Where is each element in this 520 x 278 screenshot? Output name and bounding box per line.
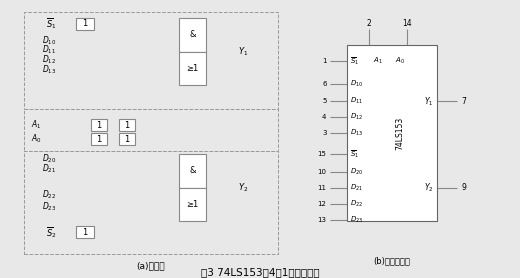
Text: $\overline{S}_1$: $\overline{S}_1$ <box>350 55 359 66</box>
Bar <box>119 119 135 131</box>
Text: $Y_2$: $Y_2$ <box>424 182 434 194</box>
Text: $D_{20}$: $D_{20}$ <box>42 153 56 165</box>
Bar <box>76 226 94 238</box>
Text: $D_{22}$: $D_{22}$ <box>42 188 56 201</box>
Text: 1: 1 <box>124 135 129 143</box>
Text: 11: 11 <box>318 185 327 191</box>
Text: 图3 74LS153双4选1数据选择器: 图3 74LS153双4选1数据选择器 <box>201 267 319 277</box>
Text: 9: 9 <box>462 183 466 192</box>
Text: $A_1$: $A_1$ <box>373 56 383 66</box>
Text: 3: 3 <box>322 130 327 136</box>
Text: $Y_1$: $Y_1$ <box>238 45 249 58</box>
Text: $D_{23}$: $D_{23}$ <box>42 200 56 213</box>
Text: $D_{13}$: $D_{13}$ <box>350 128 363 138</box>
Text: $D_{21}$: $D_{21}$ <box>42 163 56 175</box>
Bar <box>178 52 206 85</box>
Text: &: & <box>189 166 196 175</box>
Text: 14: 14 <box>402 19 412 28</box>
Text: 12: 12 <box>318 201 327 207</box>
Text: 15: 15 <box>318 151 327 157</box>
Text: &: & <box>189 30 196 39</box>
Bar <box>76 18 94 30</box>
Text: $A_0$: $A_0$ <box>395 56 405 66</box>
Text: $D_{23}$: $D_{23}$ <box>350 215 363 225</box>
Text: 1: 1 <box>83 228 88 237</box>
Bar <box>91 133 107 145</box>
Text: 13: 13 <box>318 217 327 223</box>
Text: 1: 1 <box>97 135 102 143</box>
Text: $Y_1$: $Y_1$ <box>424 95 434 108</box>
Text: $A_1$: $A_1$ <box>31 119 42 131</box>
Text: $D_{10}$: $D_{10}$ <box>42 34 56 47</box>
Text: 5: 5 <box>322 98 327 104</box>
Bar <box>178 18 206 52</box>
Bar <box>119 133 135 145</box>
Text: 2: 2 <box>367 19 372 28</box>
Text: 7: 7 <box>462 97 466 106</box>
Bar <box>23 109 278 151</box>
Text: 1: 1 <box>83 19 88 28</box>
Text: $D_{13}$: $D_{13}$ <box>42 63 56 76</box>
Text: 1: 1 <box>322 58 327 64</box>
Bar <box>178 154 206 188</box>
Text: 10: 10 <box>318 169 327 175</box>
Text: $D_{22}$: $D_{22}$ <box>350 199 363 209</box>
Text: $A_0$: $A_0$ <box>31 133 42 145</box>
Text: 6: 6 <box>322 81 327 86</box>
Text: 1: 1 <box>97 121 102 130</box>
Bar <box>23 12 278 109</box>
Bar <box>178 188 206 222</box>
Text: ≥1: ≥1 <box>186 64 199 73</box>
Text: (a)电路图: (a)电路图 <box>136 262 165 271</box>
Text: $\overline{S}_1$: $\overline{S}_1$ <box>350 148 359 160</box>
Text: $Y_2$: $Y_2$ <box>238 182 249 194</box>
Text: ≥1: ≥1 <box>186 200 199 209</box>
Bar <box>23 151 278 254</box>
Bar <box>91 119 107 131</box>
Text: $D_{11}$: $D_{11}$ <box>350 96 363 106</box>
Text: $D_{12}$: $D_{12}$ <box>42 53 56 66</box>
Text: $D_{10}$: $D_{10}$ <box>350 78 363 89</box>
Text: $D_{12}$: $D_{12}$ <box>350 112 363 122</box>
Text: (b)引脚功能图: (b)引脚功能图 <box>374 257 410 266</box>
Text: $D_{20}$: $D_{20}$ <box>350 167 363 177</box>
Text: 4: 4 <box>322 114 327 120</box>
Text: $\overline{S}_2$: $\overline{S}_2$ <box>46 225 56 240</box>
Bar <box>347 45 437 222</box>
Text: $D_{21}$: $D_{21}$ <box>350 183 363 193</box>
Text: 74LS153: 74LS153 <box>396 116 405 150</box>
Text: 1: 1 <box>124 121 129 130</box>
Text: $\overline{S}_1$: $\overline{S}_1$ <box>46 17 56 31</box>
Text: $D_{11}$: $D_{11}$ <box>42 43 56 56</box>
